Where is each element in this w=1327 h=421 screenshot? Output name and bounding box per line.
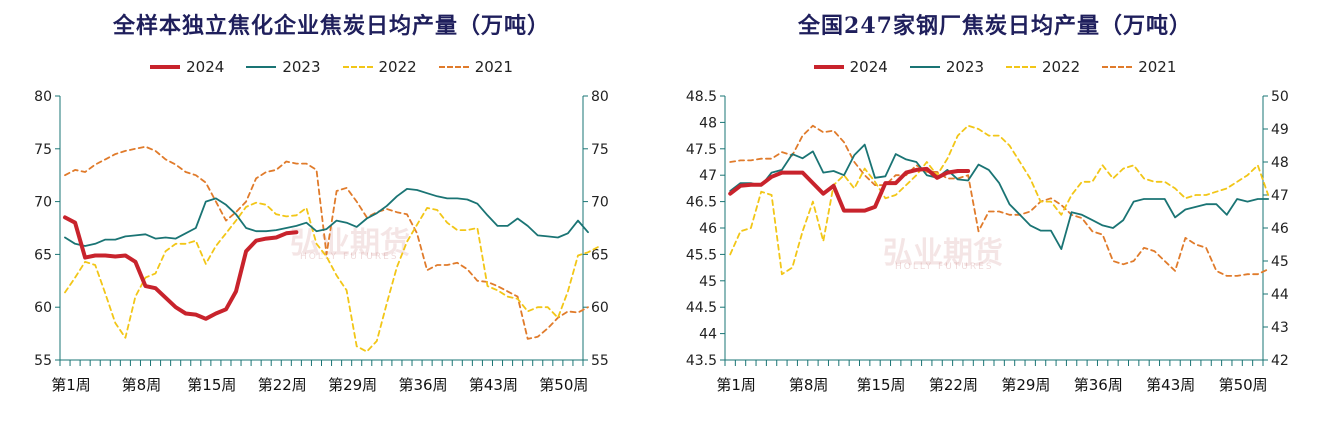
x-tick-label: 第36周 bbox=[399, 376, 448, 394]
legend-item: 2023 bbox=[909, 58, 984, 76]
x-tick-label: 第22周 bbox=[929, 376, 978, 394]
legend-label: 2022 bbox=[378, 58, 417, 76]
legend-item: 2021 bbox=[438, 58, 513, 76]
y-tick-label-right: 80 bbox=[591, 89, 609, 105]
series-line-2024 bbox=[728, 166, 971, 213]
x-tick-label: 第8周 bbox=[789, 376, 829, 394]
y-tick-label-right: 49 bbox=[1271, 122, 1289, 138]
legend-label: 2023 bbox=[282, 58, 321, 76]
y-tick-label-right: 46 bbox=[1271, 221, 1289, 237]
series-line-2022 bbox=[64, 201, 599, 353]
y-tick-label: 48.5 bbox=[686, 89, 717, 105]
x-tick-label: 第43周 bbox=[469, 376, 518, 394]
legend-item: 2022 bbox=[342, 58, 417, 76]
y-tick-label: 44.5 bbox=[686, 300, 717, 316]
watermark-subtext: HOLLY FUTURES bbox=[895, 262, 994, 272]
y-tick-label: 44 bbox=[699, 327, 717, 343]
legend-item: 2024 bbox=[150, 58, 224, 76]
legend-swatch bbox=[342, 66, 373, 68]
x-tick-label: 第50周 bbox=[539, 376, 588, 394]
y-tick-label-right: 45 bbox=[1271, 254, 1289, 270]
x-tick-label: 第43周 bbox=[1146, 376, 1195, 394]
series-line-2023 bbox=[729, 143, 1270, 251]
series-line-2022 bbox=[729, 124, 1270, 276]
y-tick-label: 70 bbox=[34, 195, 52, 211]
chart-panel-right: 全国247家钢厂焦炭日均产量（万吨） 2024 2023 2022 2021 弘业期货… bbox=[663, 0, 1327, 421]
chart-plot: 43.5 44 44.5 45 45.5 46 46.5 47 47.5 48 48.5 42 43 44… bbox=[686, 89, 1289, 394]
chart-plot: 55 60 65 70 75 80 55 60 65 70 75 80 第1周 第8周 第15周 第22周 第2… bbox=[34, 89, 609, 394]
x-tick-label: 第50周 bbox=[1219, 376, 1268, 394]
series-line-2021 bbox=[64, 145, 589, 340]
y-tick-label: 55 bbox=[34, 353, 52, 369]
x-tick-label: 第1周 bbox=[51, 376, 91, 394]
x-tick-label: 第29周 bbox=[328, 376, 377, 394]
x-tick-label: 第8周 bbox=[122, 376, 162, 394]
y-tick-label: 46.5 bbox=[686, 195, 717, 211]
watermark-subtext: HOLLY FUTURES bbox=[300, 252, 399, 262]
legend-label: 2021 bbox=[1138, 58, 1177, 76]
y-tick-label: 48 bbox=[699, 115, 717, 131]
legend-label: 2024 bbox=[186, 58, 225, 76]
x-tick-label: 第1周 bbox=[716, 376, 756, 394]
y-tick-label-right: 55 bbox=[591, 353, 609, 369]
y-tick-label: 75 bbox=[34, 142, 52, 158]
legend-item: 2023 bbox=[246, 58, 321, 76]
x-tick-label: 第15周 bbox=[187, 376, 236, 394]
watermark-logo: 弘业期货 bbox=[883, 236, 1003, 271]
legend-swatch bbox=[1006, 66, 1036, 68]
legend-label: 2022 bbox=[1042, 58, 1081, 76]
y-tick-label: 46 bbox=[699, 221, 717, 237]
x-tick-label: 第15周 bbox=[856, 376, 905, 394]
legend-swatch bbox=[909, 66, 940, 68]
legend-swatch bbox=[150, 65, 181, 69]
legend-swatch bbox=[813, 65, 844, 69]
y-tick-label: 47 bbox=[699, 168, 717, 184]
y-tick-label-right: 65 bbox=[591, 247, 609, 263]
y-tick-label: 60 bbox=[34, 300, 52, 316]
y-tick-label-right: 48 bbox=[1271, 155, 1289, 171]
chart-legend: 2024 2023 2022 2021 bbox=[663, 58, 1327, 76]
y-tick-label: 47.5 bbox=[686, 142, 717, 158]
legend-swatch bbox=[246, 66, 277, 68]
y-tick-label: 80 bbox=[34, 89, 52, 105]
legend-swatch bbox=[438, 66, 469, 68]
y-tick-label: 65 bbox=[34, 247, 52, 263]
legend-label: 2021 bbox=[474, 58, 513, 76]
chart-panel-left: 全样本独立焦化企业焦炭日均产量（万吨） 2024 2023 2022 2021 弘业期… bbox=[0, 0, 663, 421]
y-tick-label-right: 70 bbox=[591, 195, 609, 211]
y-tick-label-right: 50 bbox=[1271, 89, 1289, 105]
legend-label: 2024 bbox=[849, 58, 888, 76]
legend-swatch bbox=[1102, 66, 1133, 68]
y-tick-label-right: 43 bbox=[1271, 320, 1289, 336]
y-tick-label-right: 44 bbox=[1271, 287, 1289, 303]
x-tick-label: 第36周 bbox=[1074, 376, 1123, 394]
series-line-2021 bbox=[729, 124, 1270, 277]
x-tick-label: 第22周 bbox=[258, 376, 307, 394]
legend-item: 2022 bbox=[1006, 58, 1080, 76]
y-tick-label: 43.5 bbox=[686, 353, 717, 369]
chart-title: 全国247家钢厂焦炭日均产量（万吨） bbox=[798, 13, 1192, 39]
chart-legend: 2024 2023 2022 2021 bbox=[0, 58, 663, 76]
legend-item: 2024 bbox=[813, 58, 888, 76]
y-tick-label-right: 47 bbox=[1271, 188, 1289, 204]
x-tick-label: 第29周 bbox=[1001, 376, 1050, 394]
y-tick-label-right: 42 bbox=[1271, 353, 1289, 369]
series-line-2024 bbox=[63, 215, 299, 321]
y-tick-label: 45.5 bbox=[686, 247, 717, 263]
series-line-2023 bbox=[64, 187, 589, 247]
watermark-logo: 弘业期货 bbox=[290, 226, 410, 261]
y-tick-label-right: 60 bbox=[591, 300, 609, 316]
y-tick-label: 45 bbox=[699, 274, 717, 290]
legend-item: 2021 bbox=[1102, 58, 1176, 76]
y-tick-label-right: 75 bbox=[591, 142, 609, 158]
chart-title: 全样本独立焦化企业焦炭日均产量（万吨） bbox=[112, 13, 550, 39]
legend-label: 2023 bbox=[945, 58, 984, 76]
